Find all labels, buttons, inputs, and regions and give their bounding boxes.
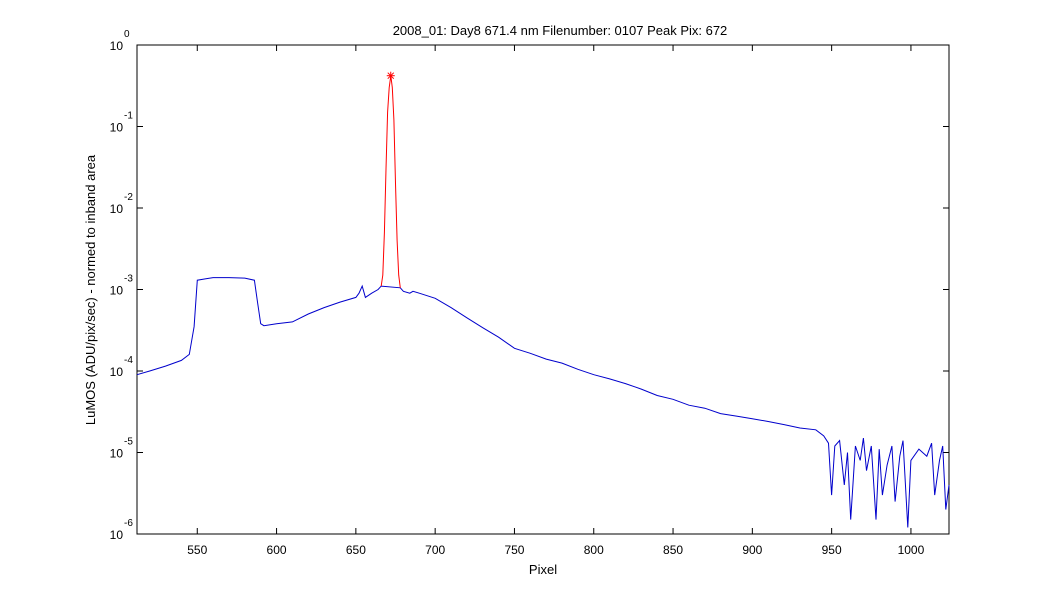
y-tick-label-base: 10 (110, 121, 124, 135)
y-tick-label-exponent: 0 (124, 29, 130, 40)
y-tick-label-exponent: -6 (124, 518, 133, 529)
x-tick-label: 850 (663, 543, 683, 557)
y-tick-label-base: 10 (110, 447, 124, 461)
x-axis-ticks: 550 600 650 700 750 800 850 900 950 1000 (187, 45, 925, 557)
x-axis-label: Pixel (529, 562, 557, 577)
series-line-1 (136, 277, 950, 528)
x-tick-label: 700 (425, 543, 445, 557)
x-tick-label: 650 (346, 543, 366, 557)
y-tick-label-base: 10 (110, 202, 124, 216)
y-tick-label-exponent: -3 (124, 274, 133, 285)
x-tick-label: 950 (822, 543, 842, 557)
y-tick-label-base: 10 (110, 39, 124, 53)
x-tick-label: 800 (584, 543, 604, 557)
annotation-layer (386, 71, 395, 80)
y-tick-label-exponent: -1 (124, 111, 133, 122)
x-tick-label: 550 (187, 543, 207, 557)
y-tick-label-exponent: -2 (124, 192, 133, 203)
y-tick-label-base: 10 (110, 284, 124, 298)
plot-area (136, 44, 950, 535)
x-tick-label: 600 (267, 543, 287, 557)
y-tick-label-exponent: -4 (124, 355, 133, 366)
y-tick-label-base: 10 (110, 528, 124, 542)
y-axis-label: LuMOS (ADU/pix/sec) - normed to inband a… (83, 154, 98, 425)
y-tick-label-exponent: -5 (124, 437, 133, 448)
x-tick-label: 900 (742, 543, 762, 557)
x-tick-label: 1000 (898, 543, 925, 557)
peak-marker (386, 71, 395, 80)
y-tick-label-base: 10 (110, 365, 124, 379)
chart-title: 2008_01: Day8 671.4 nm Filenumber: 0107 … (393, 23, 728, 38)
x-tick-label: 750 (504, 543, 524, 557)
